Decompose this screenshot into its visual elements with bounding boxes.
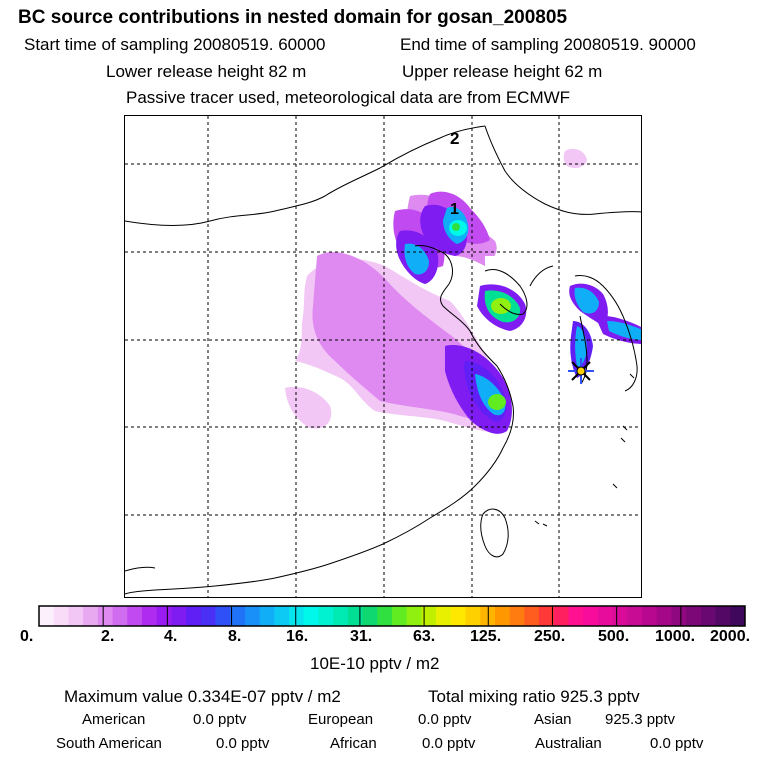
colorbar-swatch [421, 606, 437, 626]
colorbar-swatch [68, 606, 84, 626]
region-label-australian: Australian [535, 735, 602, 752]
colorbar-swatch [583, 606, 599, 626]
map-panel: 2 1 [124, 115, 642, 598]
tracer-note: Passive tracer used, meteorological data… [126, 88, 571, 107]
region-label-asian: Asian [534, 711, 572, 728]
sampling-start: Start time of sampling 20080519. 60000 [24, 35, 326, 54]
total-mixing-ratio: Total mixing ratio 925.3 pptv [428, 687, 640, 706]
colorbar-swatch [53, 606, 69, 626]
colorbar-tick: 250. [534, 628, 566, 645]
colorbar-swatch [274, 606, 290, 626]
trajectory-label-1: 1 [450, 201, 459, 218]
colorbar-swatch [141, 606, 158, 626]
region-value-asian: 925.3 pptv [605, 711, 676, 728]
colorbar-tick: 125. [470, 628, 502, 645]
colorbar-tick: 1000. [655, 628, 696, 645]
colorbar-tick: 2. [101, 628, 115, 645]
colorbar-swatch [230, 606, 246, 626]
colorbar-swatch [715, 606, 731, 626]
region-value-african: 0.0 pptv [422, 735, 476, 752]
colorbar-swatch [465, 606, 481, 626]
release-lower: Lower release height 82 m [106, 62, 307, 81]
colorbar-swatch [362, 606, 378, 626]
region-label-european: European [308, 711, 374, 728]
colorbar-tick: 2000. [710, 628, 751, 645]
colorbar-swatch [303, 606, 319, 626]
colorbar-swatch [39, 606, 55, 626]
colorbar-swatch [347, 606, 364, 626]
max-value: Maximum value 0.334E-07 pptv / m2 [64, 687, 341, 706]
region-label-american: American [82, 711, 146, 728]
colorbar-swatch [568, 606, 584, 626]
colorbar-tick: 500. [598, 628, 630, 645]
colorbar-swatch [127, 606, 143, 626]
colorbar-units: 10E-10 pptv / m2 [310, 654, 440, 673]
colorbar-swatch [377, 606, 393, 626]
colorbar-swatch [436, 606, 452, 626]
concentration-field [285, 148, 641, 434]
colorbar-swatch [215, 606, 231, 626]
colorbar-tick: 31. [350, 628, 373, 645]
colorbar-swatch [333, 606, 349, 626]
region-label-south-american: South American [56, 735, 162, 752]
colorbar [38, 605, 746, 627]
colorbar-swatch [406, 606, 422, 626]
colorbar-swatch [686, 606, 702, 626]
colorbar-tick: 8. [228, 628, 242, 645]
colorbar-swatch [318, 606, 334, 626]
colorbar-swatch [97, 606, 114, 626]
colorbar-tick: 63. [413, 628, 436, 645]
colorbar-tick: 16. [286, 628, 309, 645]
region-label-african: African [330, 735, 377, 752]
map-canvas: 2 1 [125, 116, 641, 597]
colorbar-swatch [156, 606, 172, 626]
colorbar-swatch [553, 606, 569, 626]
colorbar-tick: 4. [164, 628, 178, 645]
colorbar-swatch [509, 606, 525, 626]
colorbar-border [38, 605, 746, 627]
colorbar-swatch [83, 606, 99, 626]
lat-lon-grid [125, 116, 641, 597]
colorbar-swatch [612, 606, 628, 626]
region-value-south-american: 0.0 pptv [216, 735, 270, 752]
trajectory-label-2: 2 [450, 129, 459, 148]
sampling-end: End time of sampling 20080519. 90000 [400, 35, 696, 54]
colorbar-swatch [186, 606, 202, 626]
star-icon [568, 358, 594, 384]
colorbar-swatch [244, 606, 261, 626]
region-value-american: 0.0 pptv [193, 711, 247, 728]
colorbar-swatch [200, 606, 216, 626]
colorbar-swatch [730, 606, 746, 626]
release-upper: Upper release height 62 m [402, 62, 603, 81]
region-value-european: 0.0 pptv [418, 711, 472, 728]
colorbar-swatch [700, 606, 717, 626]
colorbar-swatch [539, 606, 555, 626]
colorbar-swatch [642, 606, 658, 626]
colorbar-swatch [289, 606, 305, 626]
colorbar-swatch [494, 606, 511, 626]
colorbar-swatch [112, 606, 128, 626]
region-value-australian: 0.0 pptv [650, 735, 704, 752]
colorbar-tick: 0. [20, 628, 34, 645]
colorbar-swatch [450, 606, 467, 626]
page-title: BC source contributions in nested domain… [18, 7, 568, 28]
colorbar-swatch [259, 606, 275, 626]
colorbar-swatch [597, 606, 614, 626]
colorbar-swatch [392, 606, 408, 626]
colorbar-swatch [524, 606, 540, 626]
colorbar-swatch [627, 606, 643, 626]
colorbar-swatch [171, 606, 187, 626]
coastlines [125, 125, 641, 595]
colorbar-swatch [656, 606, 672, 626]
colorbar-swatch [671, 606, 687, 626]
